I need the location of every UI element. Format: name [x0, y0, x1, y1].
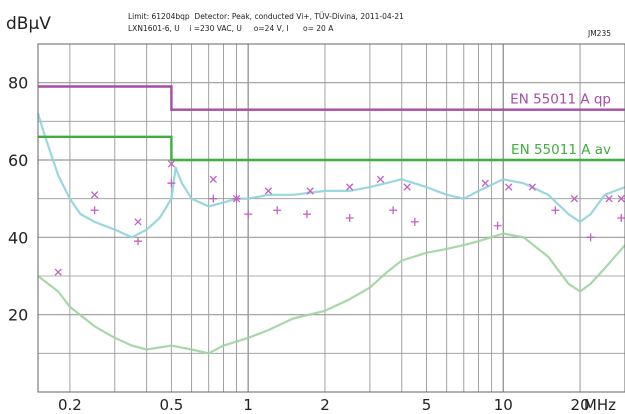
y-tick-label: 80 [8, 74, 28, 93]
av-marker [232, 194, 241, 203]
x-tick-label: 1 [243, 396, 253, 414]
x-tick-label: 20 [571, 396, 590, 414]
av-marker [167, 179, 176, 188]
qp-marker [167, 160, 176, 168]
av-marker [90, 206, 99, 215]
x-tick-label: 10 [494, 396, 513, 414]
av-limit-label: EN 55011 A av [511, 142, 611, 158]
qp-marker [403, 183, 411, 191]
x-tick-label: 5 [422, 396, 432, 414]
av-marker [302, 210, 311, 219]
x-tick-label: 0.2 [58, 396, 82, 414]
av-marker [273, 206, 282, 215]
av-marker [410, 217, 419, 226]
av-marker [134, 237, 143, 246]
qp-marker [570, 195, 579, 203]
qp-marker [90, 191, 99, 199]
chart-id-code: JM235 [588, 29, 611, 38]
av-marker [345, 214, 354, 222]
qp-marker [617, 195, 625, 203]
qp-limit-line [38, 85, 625, 111]
av-marker [493, 221, 502, 230]
qp-marker [376, 175, 385, 183]
qp-marker [481, 179, 489, 187]
av-marker [209, 194, 218, 203]
y-axis-unit-label: dBµV [6, 14, 51, 34]
qp-marker [134, 218, 142, 226]
av-limit-line [38, 135, 625, 162]
measurement-info-line-1: Limit: 61204bqp Detector: Peak, conducte… [128, 12, 404, 21]
qp-marker [54, 268, 62, 276]
av-marker [551, 206, 560, 215]
qp-marker [528, 183, 537, 191]
qp-marker [209, 175, 217, 183]
x-tick-label: 2 [320, 396, 330, 414]
average-trace [37, 232, 625, 355]
qp-marker [264, 187, 273, 195]
limit-lines: EN 55011 A qp EN 55011 A av [38, 85, 625, 162]
y-tick-label: 60 [8, 151, 28, 170]
qp-marker [605, 195, 613, 203]
x-axis-unit-label: MHz [584, 396, 616, 414]
traces [36, 113, 625, 355]
av-marker [586, 233, 595, 242]
plot-frame [37, 43, 625, 393]
qp-marker [346, 183, 354, 191]
x-tick-label: 0.5 [159, 396, 183, 414]
av-marker [389, 206, 398, 215]
measurement-info-line-2: LXN1601-6, U i =230 VAC, U o=24 V, I o= … [128, 24, 334, 33]
qp-marker [306, 187, 314, 195]
y-tick-label: 20 [8, 306, 28, 325]
y-tick-label: 40 [8, 228, 28, 247]
markers [54, 160, 625, 276]
qp-marker [505, 183, 513, 191]
peak-trace [36, 113, 625, 239]
av-marker [244, 210, 253, 219]
av-marker [617, 214, 625, 222]
qp-limit-label: EN 55011 A qp [510, 92, 611, 108]
grid [38, 44, 625, 392]
